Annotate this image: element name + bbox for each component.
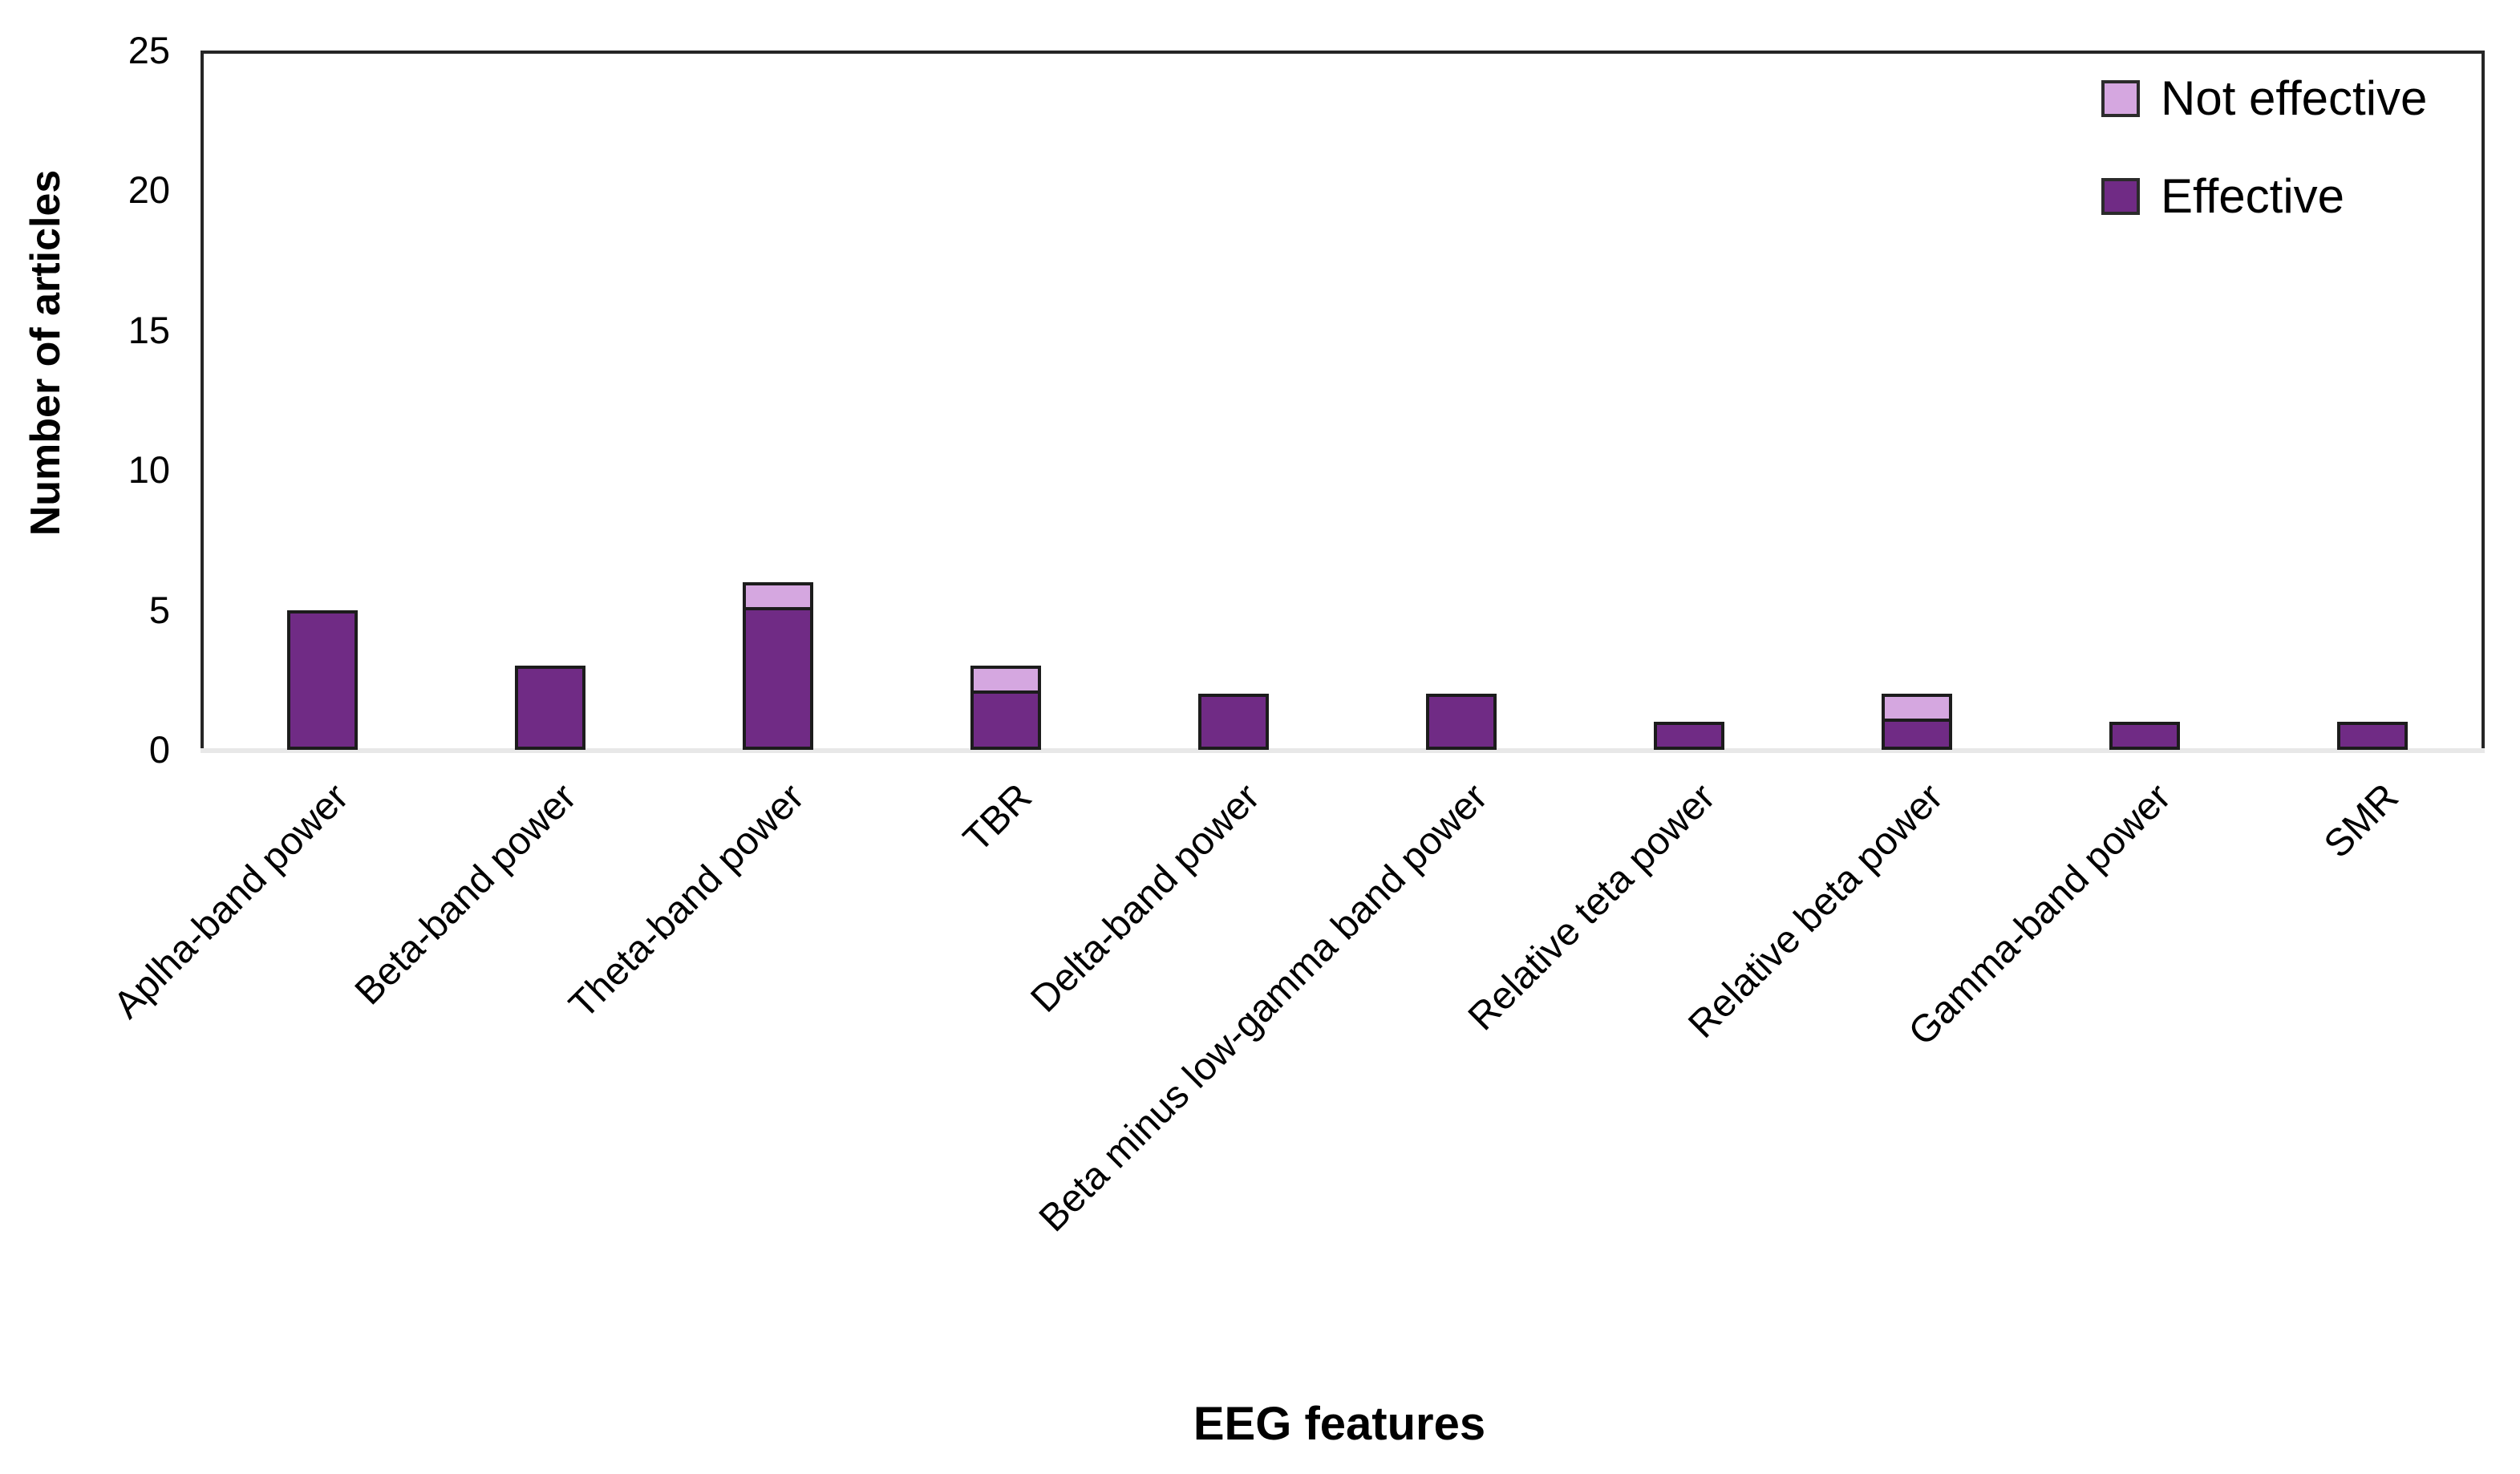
bar-segment-effective [743,609,813,750]
bar-3 [743,581,813,750]
bar-segment-not-effective [1882,694,1952,723]
bar-segment-not-effective [970,666,1041,694]
y-tick-label: 20 [128,168,170,212]
bar-6 [1426,694,1497,750]
bar-segment-effective [970,694,1041,750]
bar-4 [970,666,1041,750]
bar-10 [2337,722,2408,750]
bar-8 [1882,694,1952,750]
plot-area [201,51,2485,753]
x-axis-line [201,748,2485,753]
y-tick-label: 10 [128,448,170,492]
legend-swatch-icon [2101,178,2140,215]
x-axis-title: EEG features [1193,1398,1486,1450]
bar-segment-effective [1426,694,1497,750]
bar-7 [1654,722,1724,750]
legend-item-not-effective: Not effective [2101,64,2427,133]
bar-segment-not-effective [743,581,813,610]
y-tick-label: 5 [148,588,170,631]
bar-1 [287,609,358,750]
legend-label: Not effective [2161,71,2428,125]
bar-9 [2109,722,2180,750]
y-tick-label: 15 [128,308,170,351]
bar-5 [1198,694,1269,750]
bar-segment-effective [1654,722,1724,750]
y-tick-label: 25 [128,29,170,71]
y-tick-label: 0 [148,728,170,771]
bar-2 [515,666,585,750]
bar-segment-effective [2109,722,2180,750]
bar-segment-effective [287,609,358,750]
legend-swatch-icon [2101,80,2140,117]
bar-segment-effective [1198,694,1269,750]
bar-segment-effective [515,666,585,750]
legend-item-effective: Effective [2101,162,2427,231]
bar-segment-effective [1882,722,1952,750]
bar-segment-effective [2337,722,2408,750]
legend-label: Effective [2161,169,2345,223]
legend: Not effective Effective [2101,64,2427,260]
